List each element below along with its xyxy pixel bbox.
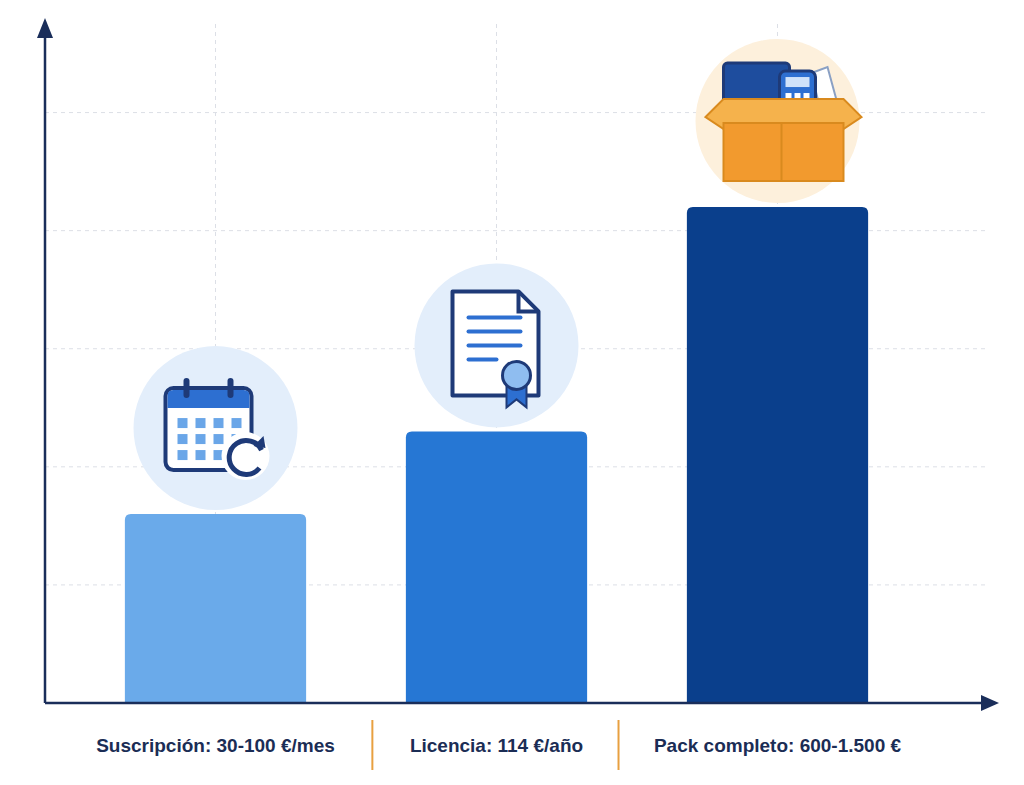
icon-part (469, 357, 497, 361)
icons (134, 39, 862, 510)
bar (687, 207, 868, 703)
icon-part (724, 123, 844, 181)
icon-part (184, 378, 190, 398)
icon-part (469, 343, 521, 347)
icon-part (214, 418, 224, 428)
icon-part (503, 361, 531, 389)
x-tick-label: Suscripción: 30-100 €/mes (96, 735, 335, 756)
x-tick-labels: Suscripción: 30-100 €/mes Licencia: 114 €… (96, 720, 901, 770)
x-tick-label: Pack completo: 600-1.500 € (654, 735, 902, 756)
icon-part (228, 378, 234, 398)
icon-part (453, 291, 539, 395)
bars (125, 207, 868, 703)
x-axis (45, 702, 995, 705)
icon-part (196, 450, 206, 460)
x-axis-arrow (981, 695, 999, 711)
icon-bg (134, 346, 298, 510)
icon-part (786, 77, 810, 87)
chart: Suscripción: 30-100 €/mes Licencia: 114 €… (0, 0, 1024, 785)
label-separator (618, 720, 620, 770)
page: {"chart_data": {"type": "bar", "categori… (0, 0, 1024, 785)
icon-part (254, 436, 266, 448)
bar (406, 431, 587, 703)
icon-part (178, 450, 188, 460)
label-separator (371, 720, 373, 770)
icon-part (469, 329, 521, 333)
grid (45, 24, 985, 703)
icon-part (196, 418, 206, 428)
x-tick-label: Licencia: 114 €/año (410, 735, 583, 756)
icon-part (232, 418, 242, 428)
icon-part (469, 315, 521, 319)
icon-part (519, 291, 539, 311)
icon-part (196, 434, 206, 444)
bar (125, 514, 306, 703)
icon-bg (415, 263, 579, 427)
y-axis-arrow (37, 18, 53, 38)
icon-part (168, 390, 250, 408)
icon-part (214, 434, 224, 444)
icon-part (178, 418, 188, 428)
icon-part (781, 123, 783, 181)
icon-part (222, 432, 270, 480)
icon-part (178, 434, 188, 444)
y-axis (44, 24, 47, 703)
